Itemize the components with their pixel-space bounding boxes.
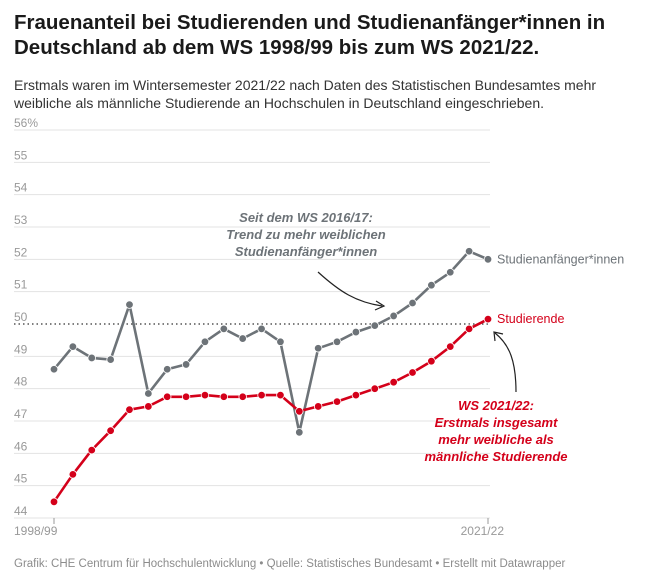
annotation-first: WS 2021/22: Erstmals insgesamt mehr weibli…: [424, 331, 568, 464]
x-tick-label: 1998/99: [14, 524, 58, 538]
annotations: Seit dem WS 2016/17: Trend zu mehr weibli…: [226, 210, 567, 464]
annotation-arrow: [317, 271, 383, 307]
data-point: [144, 389, 153, 398]
annotation-line: Erstmals insgesamt: [435, 415, 559, 430]
x-tick-label: 2021/22: [461, 524, 505, 538]
data-point: [464, 324, 474, 334]
data-point: [219, 324, 229, 334]
data-point: [483, 255, 493, 264]
data-point: [427, 356, 436, 366]
annotation-arrowhead: [493, 331, 504, 342]
annotation-trend: Seit dem WS 2016/17: Trend zu mehr weibli…: [226, 210, 386, 311]
data-point: [313, 402, 323, 411]
data-point: [408, 298, 417, 308]
data-point: [181, 360, 191, 369]
data-point: [464, 247, 474, 256]
series-label: Studierende: [497, 312, 564, 326]
data-point: [351, 390, 361, 400]
chart-subtitle: Erstmals waren im Wintersemester 2021/22…: [14, 77, 597, 111]
data-point: [276, 337, 285, 346]
x-axis-ticks: 1998/99 2021/22: [14, 518, 504, 538]
data-point: [68, 342, 78, 351]
data-point: [125, 300, 134, 309]
data-point: [125, 405, 134, 414]
data-point: [351, 327, 361, 337]
annotation-line: WS 2021/22:: [458, 398, 534, 413]
data-point: [163, 365, 172, 374]
series-line: [52, 318, 489, 503]
y-tick-label: 50: [14, 310, 28, 324]
y-tick-label: 45: [14, 472, 28, 486]
data-point: [408, 368, 417, 377]
data-point: [200, 390, 210, 400]
data-point: [200, 337, 210, 346]
data-point: [483, 314, 493, 324]
series-line: [53, 250, 489, 434]
data-point: [313, 344, 323, 353]
data-point: [49, 365, 59, 374]
data-point: [68, 470, 78, 479]
y-tick-label: 44: [14, 504, 28, 518]
y-tick-label: 54: [14, 181, 28, 195]
data-point: [257, 390, 266, 400]
data-point: [87, 445, 96, 455]
data-point: [87, 353, 96, 363]
annotation-line: männliche Studierende: [424, 449, 567, 464]
data-point: [446, 268, 455, 277]
annotation-line: mehr weibliche als: [438, 432, 554, 447]
series-anfaenger: Studienanfänger*innen: [49, 247, 624, 437]
data-point: [238, 334, 247, 343]
data-point: [163, 392, 172, 401]
data-point: [106, 426, 115, 435]
data-point: [276, 390, 285, 400]
annotation-line: Seit dem WS 2016/17:: [239, 210, 373, 225]
data-point: [389, 378, 398, 387]
gridlines: [14, 129, 490, 519]
y-tick-label: 47: [14, 407, 28, 421]
data-point: [238, 392, 247, 401]
data-point: [332, 397, 342, 406]
data-point: [370, 321, 379, 330]
series: Studienanfänger*innen Studierende: [49, 247, 624, 507]
y-tick-label: 46: [14, 439, 28, 453]
y-tick-label: 49: [14, 342, 28, 356]
y-tick-label: 51: [14, 278, 28, 292]
data-point: [427, 281, 436, 290]
data-point: [49, 497, 59, 507]
y-tick-label: 52: [14, 245, 28, 259]
annotation-arrow: [494, 332, 517, 393]
data-point: [295, 407, 304, 416]
series-studierende: Studierende: [49, 312, 564, 507]
y-tick-label: 56%: [14, 116, 38, 130]
data-point: [219, 392, 229, 401]
chart-title: Frauenanteil bei Studierenden und Studie…: [14, 11, 606, 59]
annotation-line: Studienanfänger*innen: [235, 244, 377, 259]
data-point: [181, 392, 191, 401]
annotation-line: Trend zu mehr weiblichen: [226, 227, 385, 242]
chart-footer: Grafik: CHE Centrum für Hochschulentwick…: [14, 558, 566, 570]
y-tick-label: 48: [14, 375, 28, 389]
data-point: [295, 428, 304, 437]
data-point: [332, 337, 342, 346]
data-point: [257, 324, 266, 334]
y-tick-label: 55: [14, 148, 28, 162]
data-point: [370, 384, 379, 393]
series-label: Studienanfänger*innen: [497, 252, 624, 266]
data-point: [106, 355, 115, 364]
y-tick-label: 53: [14, 213, 28, 227]
y-axis-ticks: 44 45 46 47 48 49 50 51 52 53 54 55 56%: [14, 116, 38, 518]
data-point: [446, 342, 455, 351]
data-point: [389, 311, 398, 321]
data-point: [144, 402, 153, 411]
annotation-arrowhead: [374, 300, 386, 311]
